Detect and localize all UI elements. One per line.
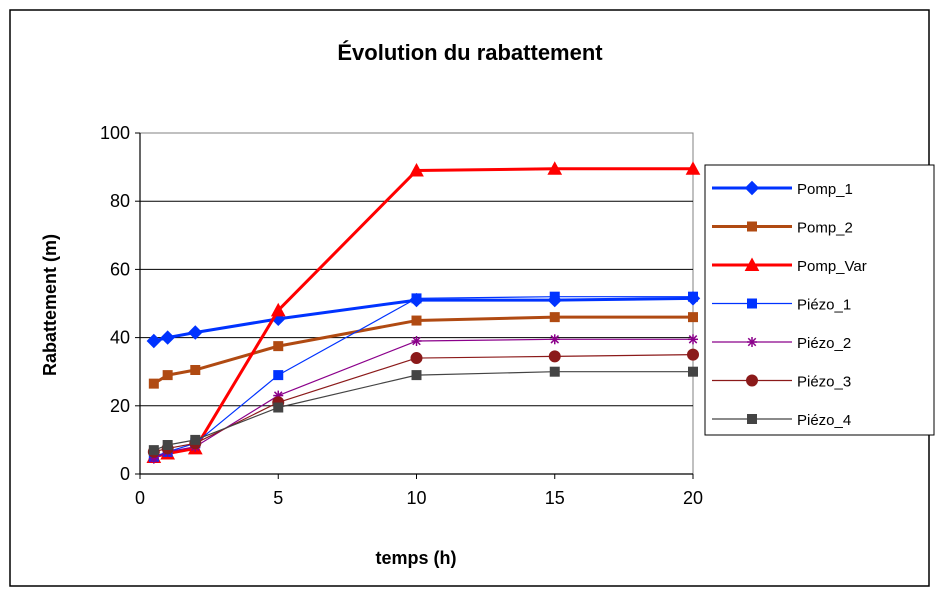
data-point <box>549 291 560 302</box>
legend-marker <box>747 298 757 309</box>
data-point-stroke <box>412 336 421 346</box>
y-tick-label: 60 <box>110 259 130 279</box>
data-point <box>411 315 422 326</box>
legend-marker <box>744 180 760 196</box>
data-point <box>548 350 561 363</box>
data-point <box>273 341 284 352</box>
data-point <box>148 378 159 389</box>
legend-entry: Piézo_2 <box>712 335 851 352</box>
legend-entry: Pomp_2 <box>712 220 853 237</box>
legend-marker <box>747 337 757 347</box>
data-point <box>411 336 422 347</box>
y-tick-label: 80 <box>110 191 130 211</box>
data-point <box>688 291 698 302</box>
y-axis: 0 20 40 60 80 100 <box>100 123 141 484</box>
legend-marker-stroke <box>747 337 757 347</box>
data-point <box>687 348 699 361</box>
data-point <box>160 330 175 345</box>
data-point <box>688 334 698 345</box>
legend-label: Pomp_2 <box>797 220 853 237</box>
legend-marker <box>746 374 758 387</box>
legend: Pomp_1 Pomp_2 Pomp_Var Piézo_1 Piézo_2 Piézo_… <box>712 180 867 429</box>
data-point <box>549 334 560 345</box>
series-2 <box>148 312 698 389</box>
series-layer <box>146 161 701 464</box>
data-point-stroke <box>550 335 560 344</box>
data-point <box>190 364 201 375</box>
data-point <box>190 434 201 445</box>
data-point <box>409 162 424 177</box>
x-axis: 0 5 10 15 20 <box>135 473 703 508</box>
data-point <box>270 302 286 317</box>
data-point-stroke <box>688 335 698 344</box>
x-tick-label: 0 <box>135 488 145 508</box>
data-point <box>547 161 563 175</box>
data-point <box>688 312 698 323</box>
y-tick-label: 100 <box>100 123 130 143</box>
x-tick-label: 15 <box>545 488 565 508</box>
y-axis-title: Rabattement (m) <box>40 234 60 376</box>
x-axis-title: temps (h) <box>376 548 457 568</box>
x-tick-label: 10 <box>406 488 426 508</box>
data-point <box>411 293 422 304</box>
legend-entry: Pomp_1 <box>712 180 853 198</box>
data-point <box>410 352 423 365</box>
legend-label: Piézo_1 <box>797 297 851 314</box>
data-point <box>688 366 698 377</box>
legend-label: Pomp_Var <box>797 258 867 275</box>
data-point <box>549 366 560 377</box>
legend-marker <box>747 414 757 424</box>
data-point <box>148 445 159 456</box>
data-point <box>146 333 162 349</box>
legend-entry: Piézo_3 <box>712 374 851 391</box>
data-point <box>273 370 284 381</box>
legend-label: Piézo_4 <box>797 412 851 429</box>
y-tick-label: 20 <box>110 396 130 416</box>
data-point <box>162 370 173 381</box>
legend-label: Piézo_3 <box>797 374 851 391</box>
legend-entry: Pomp_Var <box>712 257 867 275</box>
legend-label: Pomp_1 <box>797 181 853 198</box>
chart-title: Évolution du rabattement <box>337 40 603 65</box>
x-tick-label: 20 <box>683 488 703 508</box>
legend-box <box>704 164 935 436</box>
y-tick-label: 0 <box>120 464 130 484</box>
legend-marker <box>744 257 760 271</box>
x-tick-label: 5 <box>273 488 283 508</box>
series-7 <box>148 366 698 456</box>
legend-entry: Piézo_4 <box>712 412 851 429</box>
data-point <box>685 161 701 175</box>
y-tick-label: 40 <box>110 328 130 348</box>
legend-marker <box>747 221 757 232</box>
data-point <box>273 402 284 413</box>
data-point <box>411 370 422 381</box>
data-point <box>549 312 560 323</box>
data-point <box>188 325 203 340</box>
legend-entry: Piézo_1 <box>712 297 851 314</box>
legend-label: Piézo_2 <box>797 335 851 352</box>
data-point <box>162 440 173 451</box>
